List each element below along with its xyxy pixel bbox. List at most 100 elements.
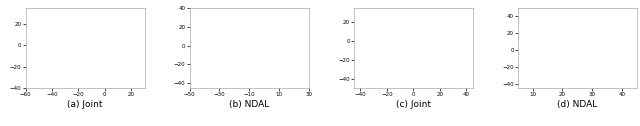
Point: [47, 57, 57, 59]
Point: [391, 51, 401, 53]
Point: [216, 62, 227, 64]
Point: [604, 62, 614, 64]
Point: [87, 36, 97, 38]
Point: [214, 55, 225, 57]
Point: [527, 52, 537, 54]
Point: [453, 65, 463, 67]
Point: [362, 64, 372, 66]
Point: [452, 79, 463, 81]
Point: [243, 51, 253, 53]
Point: [284, 52, 294, 54]
Point: [238, 29, 248, 31]
Point: [444, 30, 454, 32]
Point: [607, 73, 617, 75]
Point: [547, 15, 557, 17]
Point: [393, 52, 403, 54]
Point: [284, 32, 294, 34]
Point: [251, 32, 261, 34]
Point: [599, 20, 609, 22]
Point: [396, 58, 406, 60]
Point: [429, 49, 439, 51]
Point: [535, 38, 545, 40]
Point: [250, 70, 260, 72]
Point: [64, 50, 74, 52]
Point: [360, 64, 371, 66]
Point: [130, 56, 140, 58]
Point: [92, 40, 102, 42]
Point: [603, 61, 613, 63]
Point: [55, 47, 65, 49]
Point: [203, 56, 213, 58]
Point: [43, 61, 53, 63]
Point: [385, 33, 395, 35]
Point: [63, 29, 74, 31]
Point: [38, 67, 48, 69]
Point: [449, 64, 459, 66]
Point: [522, 62, 532, 64]
Point: [363, 64, 373, 66]
Point: [196, 50, 206, 52]
Point: [605, 62, 616, 64]
Point: [125, 60, 136, 62]
Point: [357, 79, 367, 81]
Point: [291, 48, 301, 50]
Point: [201, 53, 211, 55]
Point: [198, 47, 208, 49]
Point: [248, 65, 259, 67]
Point: [224, 62, 234, 64]
Point: [274, 44, 284, 46]
Point: [100, 15, 110, 17]
Point: [574, 45, 584, 47]
Point: [357, 63, 367, 65]
Point: [573, 39, 583, 41]
Point: [601, 84, 611, 86]
Point: [386, 17, 396, 19]
Point: [118, 72, 128, 74]
Point: [422, 75, 432, 77]
Point: [216, 18, 226, 20]
Point: [291, 52, 301, 54]
Point: [594, 65, 604, 67]
Point: [42, 80, 52, 82]
Point: [437, 40, 447, 42]
Point: [77, 20, 88, 22]
Point: [606, 72, 616, 74]
Point: [588, 65, 598, 67]
Point: [233, 59, 243, 61]
Point: [600, 50, 611, 52]
Point: [246, 69, 256, 71]
Point: [271, 36, 281, 38]
Point: [77, 69, 87, 71]
Point: [61, 62, 71, 64]
Point: [527, 54, 538, 56]
Point: [69, 45, 79, 47]
Point: [218, 17, 228, 19]
Point: [193, 52, 204, 54]
Point: [218, 50, 228, 52]
Point: [391, 81, 401, 83]
Point: [362, 77, 372, 79]
Point: [102, 13, 112, 15]
Point: [449, 29, 459, 31]
Point: [239, 35, 249, 37]
Point: [127, 67, 138, 69]
Point: [404, 24, 414, 26]
Point: [386, 34, 396, 36]
Point: [79, 83, 90, 85]
Point: [562, 47, 572, 49]
Point: [441, 35, 451, 37]
Point: [609, 28, 619, 30]
Point: [291, 51, 301, 53]
Point: [72, 21, 83, 23]
Point: [253, 33, 263, 35]
Point: [545, 22, 555, 24]
Point: [593, 20, 604, 22]
Point: [275, 29, 285, 31]
Point: [572, 69, 582, 71]
Point: [606, 28, 616, 30]
Point: [525, 62, 535, 64]
Point: [120, 79, 130, 81]
Point: [62, 47, 72, 49]
Point: [362, 76, 372, 78]
Point: [102, 48, 112, 50]
